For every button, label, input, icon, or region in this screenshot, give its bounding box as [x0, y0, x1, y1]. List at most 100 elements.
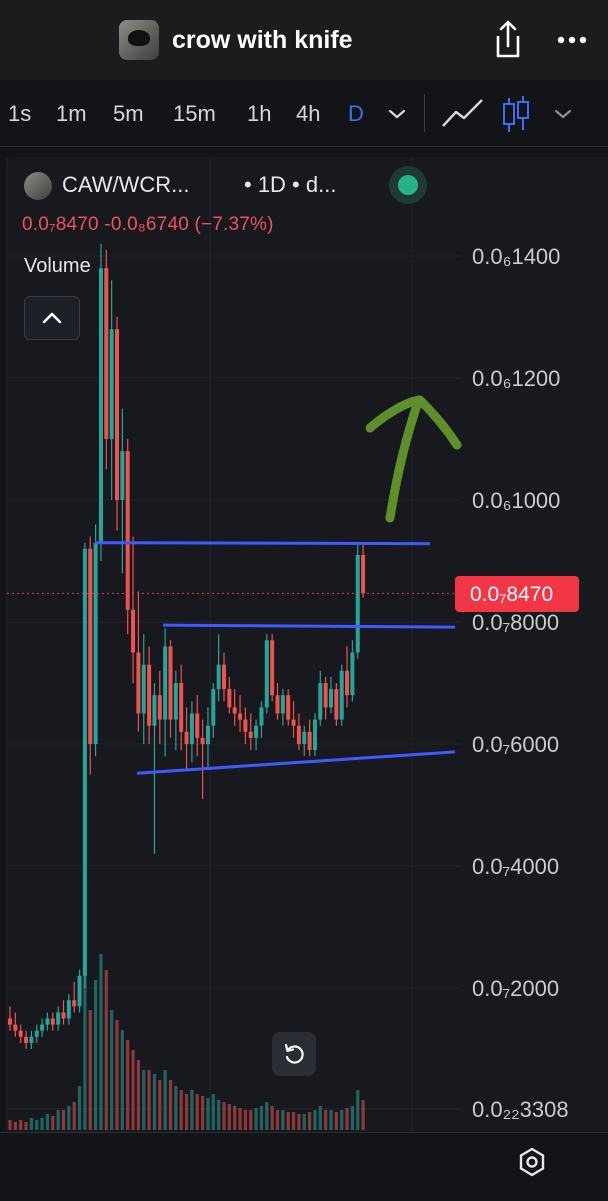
- y-tick-label: 0.0₆1200: [472, 366, 560, 391]
- timeframe-15m[interactable]: 15m: [173, 101, 216, 126]
- candle: [238, 713, 243, 720]
- candle: [109, 329, 114, 439]
- volume-bar: [179, 1090, 183, 1130]
- volume-bar: [275, 1110, 280, 1130]
- candle: [286, 695, 291, 720]
- top-bar: [0, 0, 608, 80]
- candles: [8, 243, 366, 1049]
- volume-bar: [126, 1040, 130, 1130]
- resistance-line-lower: [162, 623, 456, 629]
- collapse-legend-button[interactable]: [24, 296, 80, 340]
- chevron-down-icon[interactable]: [384, 104, 410, 124]
- timeframe-1h[interactable]: 1h: [247, 101, 272, 126]
- timeframe-1m[interactable]: 1m: [56, 101, 87, 126]
- candle: [40, 1024, 45, 1031]
- candle: [56, 1012, 61, 1025]
- candle: [77, 975, 82, 1007]
- candlestick-icon[interactable]: [500, 94, 532, 136]
- volume-bar: [259, 1106, 264, 1130]
- reset-chart-button[interactable]: [272, 1032, 316, 1076]
- volume-bar: [238, 1108, 242, 1130]
- settings-icon[interactable]: [510, 1140, 554, 1184]
- symbol-avatar: [24, 172, 52, 200]
- ohlc-readout: 0.0₇8470 -0.0₈6740 (−7.37%): [22, 214, 274, 235]
- candle: [163, 646, 168, 720]
- candle: [115, 329, 119, 500]
- volume-bar: [291, 1112, 296, 1130]
- symbol-interval: • 1D • d...: [244, 172, 337, 197]
- volume-bar: [350, 1106, 354, 1130]
- candle: [280, 695, 285, 714]
- timeframe-1s[interactable]: 1s: [8, 101, 32, 126]
- reset-icon: [284, 1043, 304, 1064]
- symbol-name[interactable]: CAW/WCR...: [62, 172, 190, 197]
- volume-bar: [243, 1110, 247, 1130]
- candle: [296, 725, 301, 744]
- candle: [232, 707, 237, 714]
- line-chart-icon[interactable]: [440, 96, 486, 132]
- volume-bar: [217, 1100, 221, 1130]
- timeframe-4h[interactable]: 4h: [296, 101, 321, 126]
- volume-bar: [233, 1106, 237, 1130]
- share-icon[interactable]: [484, 16, 532, 64]
- volume-bar: [308, 1112, 312, 1130]
- volume-bar: [24, 1122, 28, 1130]
- candle: [61, 1012, 66, 1019]
- volume-bar: [190, 1090, 194, 1130]
- volume-bar: [302, 1114, 306, 1130]
- volume-bar: [206, 1098, 210, 1130]
- resistance-line-upper: [94, 541, 431, 546]
- candle: [13, 1024, 18, 1031]
- volume-bar: [297, 1114, 301, 1130]
- volume-bar: [286, 1112, 290, 1130]
- candle: [136, 652, 141, 714]
- volume-bar: [56, 1110, 60, 1130]
- candle: [216, 664, 221, 690]
- volume-bar: [77, 1086, 82, 1130]
- candle: [205, 725, 210, 744]
- candle: [66, 1000, 71, 1019]
- volume-bar: [227, 1104, 231, 1130]
- crow-image: [128, 30, 150, 46]
- volume-bar: [13, 1122, 17, 1130]
- timeframe-d[interactable]: D: [348, 101, 364, 126]
- volume-bar: [83, 930, 87, 1130]
- volume-bar: [115, 1020, 119, 1130]
- volume-bar: [40, 1118, 44, 1130]
- candle: [291, 719, 296, 726]
- token-avatar: [119, 20, 159, 60]
- candle: [334, 689, 339, 720]
- volume-bar: [67, 1106, 71, 1130]
- candle: [29, 1036, 34, 1043]
- candle: [227, 689, 232, 708]
- candle: [24, 1036, 29, 1043]
- candle: [131, 609, 136, 653]
- candle: [179, 683, 184, 732]
- volume-bar: [99, 954, 103, 1130]
- candle: [189, 713, 194, 744]
- candle: [8, 1018, 12, 1025]
- candle: [120, 451, 125, 500]
- candle: [98, 268, 103, 543]
- volume-bar: [361, 1100, 365, 1130]
- volume-bar: [281, 1110, 285, 1130]
- candle: [157, 695, 162, 720]
- candle: [323, 683, 328, 708]
- volume-bar: [324, 1110, 328, 1130]
- page-title: crow with knife: [172, 26, 353, 54]
- candle: [93, 542, 98, 744]
- more-icon[interactable]: [548, 18, 596, 62]
- volume-bar: [265, 1102, 269, 1130]
- toolbar-divider: [424, 94, 425, 132]
- volume-bar: [110, 1010, 114, 1130]
- volume-bar: [168, 1080, 173, 1130]
- chart-type-dropdown-icon[interactable]: [550, 104, 576, 124]
- candle: [361, 554, 366, 594]
- candle: [50, 1018, 55, 1025]
- volume-bar: [201, 1096, 205, 1130]
- volume-bar: [131, 1050, 135, 1130]
- timeframe-5m[interactable]: 5m: [113, 101, 144, 126]
- candle: [302, 731, 307, 744]
- volume-bar: [318, 1106, 322, 1130]
